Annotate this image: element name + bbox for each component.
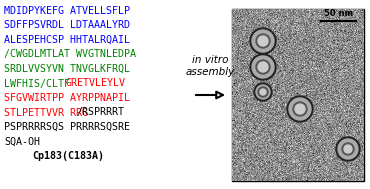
Text: in vitro
assembly: in vitro assembly [186, 55, 235, 77]
Circle shape [287, 96, 313, 122]
Circle shape [336, 137, 360, 161]
Circle shape [256, 34, 270, 48]
Text: GRETVLEYLV: GRETVLEYLV [66, 78, 126, 88]
Text: MDIDPYKEFG ATVELLSFLP: MDIDPYKEFG ATVELLSFLP [4, 6, 130, 16]
Text: /CWGDLMTLAT WVGTNLEDPA: /CWGDLMTLAT WVGTNLEDPA [4, 50, 136, 60]
Circle shape [260, 89, 266, 95]
Text: 50 nm: 50 nm [324, 9, 353, 18]
Text: SFGVWIRTPP AYRPPNAPIL: SFGVWIRTPP AYRPPNAPIL [4, 93, 130, 103]
Circle shape [293, 102, 307, 116]
Circle shape [252, 30, 274, 52]
Text: STLPETTVVR RRG: STLPETTVVR RRG [4, 108, 88, 118]
Circle shape [338, 139, 358, 159]
Circle shape [250, 54, 276, 80]
Circle shape [342, 143, 354, 155]
Circle shape [295, 104, 305, 114]
Text: SQA-OH: SQA-OH [4, 136, 40, 146]
Text: /RSPRRRT: /RSPRRRT [76, 108, 124, 118]
Text: SRDLVVSYVN TNVGLKFRQL: SRDLVVSYVN TNVGLKFRQL [4, 64, 130, 74]
Circle shape [252, 56, 274, 78]
Text: PSPRRRRSQS PRRRRSQSRE: PSPRRRRSQS PRRRRSQSRE [4, 122, 130, 132]
Circle shape [258, 87, 268, 97]
Circle shape [250, 28, 276, 54]
Text: SDFFPSVRDL LDTAAALYRD: SDFFPSVRDL LDTAAALYRD [4, 20, 130, 30]
FancyBboxPatch shape [232, 9, 364, 181]
Circle shape [344, 145, 352, 153]
Text: Cp183(C183A): Cp183(C183A) [32, 151, 104, 161]
Circle shape [258, 62, 268, 72]
Circle shape [258, 36, 268, 46]
Text: LWFHIS/CLTF: LWFHIS/CLTF [4, 78, 76, 88]
Circle shape [256, 60, 270, 74]
Circle shape [256, 85, 270, 99]
Text: ALESPEHCSP HHTALRQAIL: ALESPEHCSP HHTALRQAIL [4, 35, 130, 45]
Circle shape [254, 83, 272, 101]
Circle shape [289, 98, 311, 120]
